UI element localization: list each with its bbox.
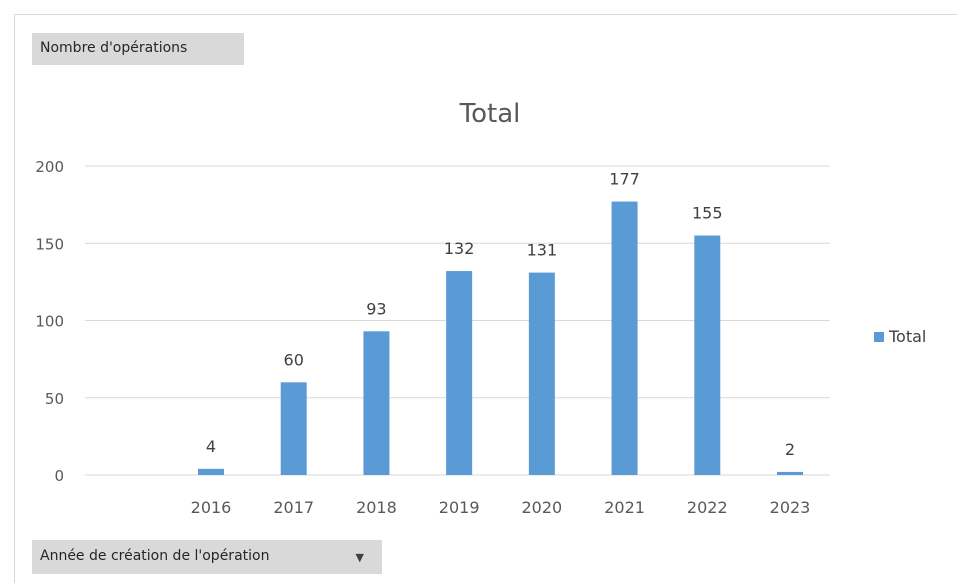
chart-title: Total (459, 99, 521, 129)
x-tick-label: 2019 (439, 498, 480, 517)
x-axis-ticks: 2016 2017 2018 2019 2020 2021 2022 2023 (191, 498, 811, 517)
bar (446, 271, 473, 475)
x-tick-label: 2020 (521, 498, 562, 517)
x-tick-label: 2023 (770, 498, 811, 517)
data-label: 93 (366, 299, 386, 318)
bar (198, 468, 224, 475)
bar (694, 235, 721, 475)
bars (198, 201, 803, 475)
x-tick-label: 2017 (273, 498, 314, 517)
dropdown-arrow-icon[interactable]: ▼ (355, 551, 364, 564)
data-labels: 4 60 93 132 131 177 155 2 (206, 170, 795, 459)
bar (528, 272, 555, 475)
x-tick-label: 2022 (687, 498, 728, 517)
y-tick-label: 0 (54, 467, 64, 485)
x-tick-label: 2016 (191, 498, 232, 517)
data-label: 177 (609, 170, 640, 189)
y-axis-ticks: 0 50 100 150 200 (35, 158, 64, 485)
data-label: 155 (692, 204, 723, 223)
legend-label: Total (889, 327, 927, 346)
bar (280, 382, 307, 475)
axis-field-label: Année de création de l'opération (40, 548, 270, 564)
y-tick-label: 100 (35, 313, 64, 331)
bar (777, 471, 803, 475)
data-label: 60 (284, 350, 304, 369)
values-field-label: Nombre d'opérations (40, 40, 188, 56)
bar (363, 331, 390, 475)
bar (611, 201, 638, 475)
y-tick-label: 150 (35, 235, 64, 253)
data-label: 4 (206, 437, 216, 456)
legend-swatch (874, 331, 884, 342)
y-tick-label: 200 (35, 158, 64, 176)
data-label: 131 (527, 241, 558, 260)
axis-field-button[interactable]: Année de création de l'opération ▼ (32, 540, 382, 574)
legend[interactable]: Total (874, 327, 926, 346)
data-label: 2 (785, 440, 795, 459)
data-label: 132 (444, 239, 475, 258)
x-tick-label: 2018 (356, 498, 397, 517)
values-field-button[interactable]: Nombre d'opérations (32, 33, 244, 65)
x-tick-label: 2021 (604, 498, 645, 517)
y-tick-label: 50 (45, 390, 64, 408)
chart-frame (14, 14, 957, 583)
